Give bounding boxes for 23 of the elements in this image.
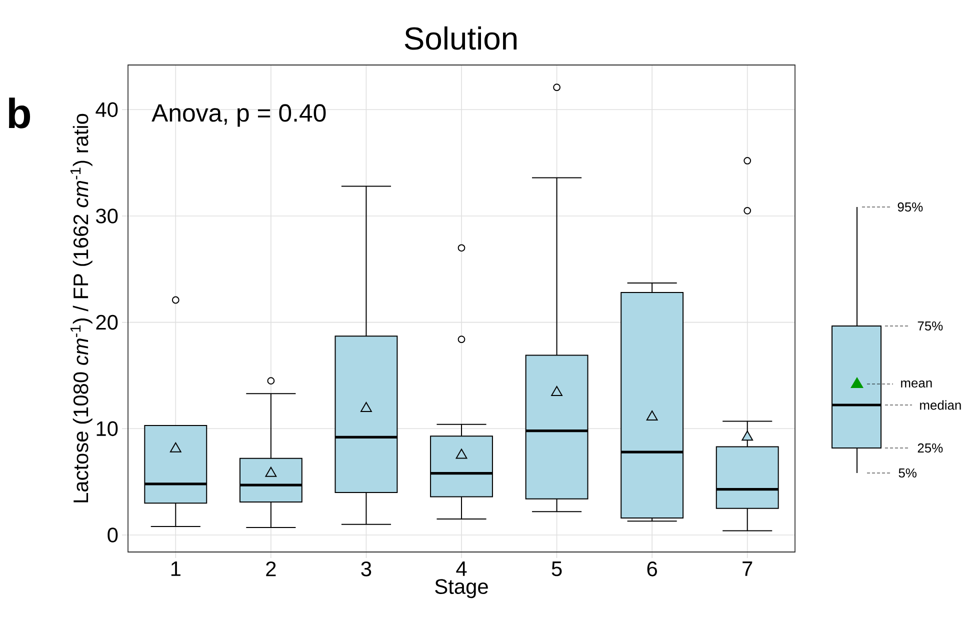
- text: 25%: [918, 443, 943, 453]
- annotation: Anova, p = 0.40: [152, 104, 326, 127]
- x-tick-label: 6: [647, 562, 657, 576]
- x-tick-label: 4: [456, 562, 467, 576]
- text: mean: [901, 380, 932, 388]
- x-tick-label: 5: [552, 562, 562, 576]
- text: median: [920, 400, 961, 410]
- text: 75%: [918, 321, 943, 331]
- text: 95%: [898, 202, 923, 212]
- y-axis-title: Lactose (1080 cm$^{-1}$) / FP (1662 cm$^{-1}$) ratio: [70, 114, 92, 502]
- x-tick-label: 1: [171, 562, 180, 576]
- chart-title: Solution: [404, 26, 517, 50]
- y-tick-label: 10: [96, 421, 118, 436]
- text: 5%: [898, 468, 916, 478]
- x-tick-label: 7: [742, 562, 752, 576]
- text: b: [8, 98, 30, 128]
- y-tick-label: 40: [96, 102, 118, 118]
- y-tick-label: 0: [108, 528, 118, 542]
- x-tick-label: 2: [266, 562, 276, 576]
- y-tick-label: 30: [96, 208, 118, 224]
- x-axis-title: Stage: [435, 579, 488, 598]
- x-tick-label: 3: [361, 562, 372, 576]
- y-tick-label: 20: [96, 314, 118, 330]
